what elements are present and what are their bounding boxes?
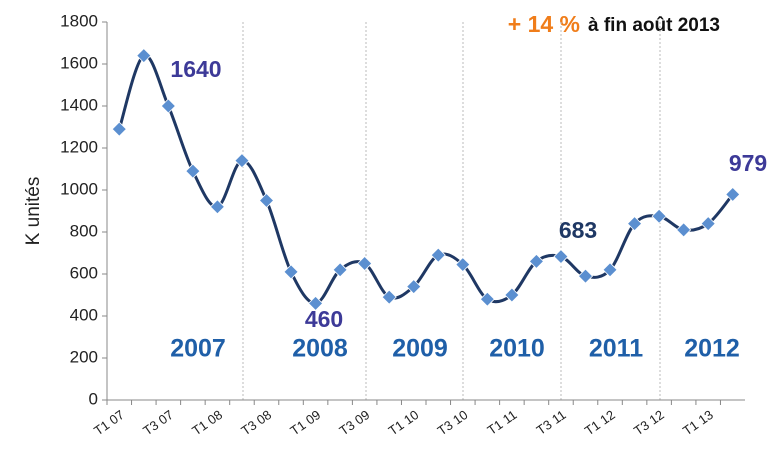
marker: [332, 262, 348, 278]
x-tick-label: T1 07: [91, 407, 127, 438]
year-label: 2011: [589, 335, 643, 363]
x-tick-label: T3 08: [238, 407, 274, 438]
annotation: 1640: [170, 56, 221, 82]
y-tick-label: 400: [70, 305, 98, 324]
marker: [553, 249, 569, 265]
marker: [160, 98, 176, 114]
x-tick-label: T1 09: [287, 407, 323, 438]
x-tick-label: T1 11: [485, 407, 520, 438]
marker: [111, 121, 127, 137]
y-tick-label: 1000: [60, 179, 98, 198]
x-tick-label: T3 11: [534, 407, 569, 438]
marker: [209, 199, 225, 215]
title-highlight: + 14 %: [508, 11, 580, 37]
marker: [430, 247, 446, 263]
marker: [725, 186, 741, 202]
marker: [528, 253, 544, 269]
marker: [479, 291, 495, 307]
marker: [602, 262, 618, 278]
y-tick-label: 200: [70, 347, 98, 366]
marker: [651, 208, 667, 224]
x-tick-label: T3 07: [140, 407, 176, 438]
y-tick-label: 1600: [60, 53, 98, 72]
year-label: 2009: [392, 335, 448, 363]
marker: [455, 256, 471, 273]
year-label: 2010: [489, 335, 545, 363]
line: [117, 54, 734, 305]
x-tick-label: T1 12: [582, 407, 618, 438]
annotation: 979: [729, 150, 767, 176]
marker: [381, 289, 397, 305]
marker: [357, 255, 373, 272]
marker: [283, 264, 299, 280]
marker: [504, 287, 520, 303]
marker: [676, 222, 692, 238]
marker: [627, 216, 643, 232]
x-tick-label: T3 12: [631, 407, 667, 438]
marker: [234, 153, 250, 169]
x-tick-label: T3 09: [337, 407, 373, 438]
marker: [577, 268, 594, 284]
annotation: 460: [305, 306, 343, 332]
x-tick-label: T1 10: [386, 407, 422, 438]
y-tick-label: 800: [70, 221, 98, 240]
y-tick-label: 1400: [60, 95, 98, 114]
marker: [406, 279, 422, 295]
marker: [185, 163, 201, 179]
marker: [700, 216, 716, 232]
marker: [308, 295, 324, 311]
y-tick-label: 1800: [60, 11, 98, 30]
year-label: 2007: [170, 335, 226, 363]
x-tick-label: T1 08: [189, 407, 225, 438]
x-tick-label: T3 10: [435, 407, 471, 438]
annotation: 683: [559, 217, 597, 243]
chart-title: à fin août 2013: [588, 15, 720, 36]
y-axis-label: K unités: [23, 177, 44, 246]
x-tick-label: T1 13: [680, 407, 716, 438]
marker: [258, 192, 275, 209]
y-tick-label: 0: [89, 389, 98, 408]
y-tick-label: 1200: [60, 137, 98, 156]
marker: [136, 48, 152, 64]
y-tick-label: 600: [70, 263, 98, 282]
year-label: 2008: [292, 335, 348, 363]
year-label: 2012: [684, 335, 740, 363]
